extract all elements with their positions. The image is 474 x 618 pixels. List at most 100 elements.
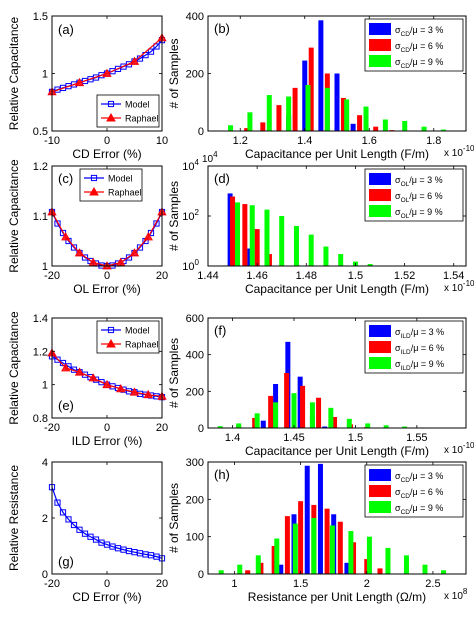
panel-label: (b): [214, 21, 230, 36]
bar: [300, 385, 306, 428]
bar: [351, 542, 357, 574]
bar: [291, 393, 297, 428]
y-tick-exponent: 2: [195, 208, 200, 217]
legend-label-subscript: CD: [401, 477, 411, 484]
x-tick-label: 2: [364, 578, 370, 590]
x-tick-label: 1: [231, 578, 237, 590]
bar: [366, 536, 372, 574]
bar: [421, 126, 427, 131]
data-point: [129, 56, 140, 65]
bar: [254, 229, 260, 266]
bar: [266, 95, 272, 131]
panel-a: -10 0 10 0.5 1 1.5 (a) CD Error (%) Relative Cap…: [7, 11, 168, 161]
y-tick-label: 1: [42, 69, 48, 81]
legend-marker: [106, 112, 116, 122]
legend-label-subscript: CD: [401, 31, 411, 38]
y-tick-exponent: 4: [195, 158, 200, 167]
x-tick-label: 1.2: [233, 135, 248, 147]
x-tick-label: 20: [156, 422, 168, 434]
x-tick-label: 1.5: [348, 432, 363, 444]
data-point: [61, 363, 71, 372]
data-point: [54, 356, 61, 363]
bar: [308, 47, 314, 131]
bar: [403, 555, 409, 574]
x-axis-label: Capacitance per Unit Length (F/m): [245, 444, 429, 458]
legend-box: [96, 320, 160, 354]
legend-label-subscript: ILD: [401, 333, 411, 340]
bar: [284, 373, 290, 428]
bar: [332, 417, 338, 428]
legend-label-subscript: OL: [401, 181, 410, 188]
data-point: [147, 48, 155, 55]
legend-label-subscript: ILD: [401, 349, 411, 356]
x-tick-label: 1.54: [443, 270, 464, 282]
legend-marker: [89, 186, 99, 196]
legend-label: Model: [108, 174, 133, 184]
y-tick-label: 0: [198, 423, 204, 435]
y-tick-label: 1: [42, 380, 48, 392]
y-tick-label: 2: [42, 513, 48, 525]
bar: [308, 234, 314, 266]
x-axis-label: Resistance per Unit Length (Ω/m): [248, 590, 426, 604]
x-tick-label: 1.46: [246, 270, 267, 282]
y-axis-label: Relative Resistance: [7, 465, 21, 571]
bar: [218, 570, 224, 574]
panel-label: (a): [58, 22, 74, 37]
bar: [292, 87, 298, 131]
x-axis-label: CD Error (%): [72, 590, 141, 604]
bar: [234, 202, 240, 266]
x-tick-label: 2.5: [425, 578, 440, 590]
data-point: [136, 244, 144, 251]
bar: [383, 425, 389, 428]
x-tick-label: 20: [156, 578, 168, 590]
legend-label-text: /μ = 6 %: [410, 41, 443, 51]
y-axis-label: # of Samples: [167, 338, 181, 408]
y-tick-label: 1.2: [33, 346, 48, 358]
bar: [329, 525, 335, 574]
y-tick-label: 400: [186, 11, 204, 23]
x-tick-label: -20: [44, 578, 60, 590]
legend-box: [96, 94, 160, 128]
plot-area: [52, 462, 162, 574]
bar: [298, 501, 304, 574]
data-point: [70, 521, 78, 529]
data-point: [74, 248, 85, 257]
y-tick-label: 1.2: [33, 161, 48, 173]
x-tick-label: 0: [104, 578, 110, 590]
legend-label: Raphael: [108, 188, 142, 198]
bar: [322, 426, 328, 428]
x-axis-label: Capacitance per Unit Length (F/m): [245, 282, 429, 296]
bar: [365, 423, 371, 428]
bar: [264, 209, 270, 266]
x-tick-label: 0: [104, 422, 110, 434]
bar: [268, 395, 274, 428]
legend-label-subscript: ILD: [401, 365, 411, 372]
legend-swatch: [369, 325, 391, 337]
data-point: [88, 373, 98, 382]
bar: [422, 564, 428, 574]
data-point: [81, 254, 89, 261]
bar: [346, 418, 352, 428]
bar: [228, 125, 234, 131]
legend-label-text: /μ = 3 %: [410, 471, 443, 481]
data-point: [143, 389, 153, 399]
bar: [260, 122, 266, 131]
bar: [350, 123, 356, 131]
bar: [338, 254, 344, 266]
data-point: [74, 77, 85, 87]
data-point: [116, 384, 126, 393]
bar: [344, 99, 350, 131]
bar: [305, 85, 311, 131]
y-tick-label: 300: [186, 457, 204, 469]
bar: [440, 129, 446, 131]
legend-label: Model: [125, 326, 150, 336]
panel-d: 1.44 1.46 1.48 1.5 1.52 1.54100102104(d)Capac…: [167, 150, 474, 296]
x-tick-label: -20: [44, 270, 60, 282]
x-multiplier: x 10-10: [444, 144, 474, 159]
legend-label-text: /μ = 9 %: [409, 207, 442, 217]
y-tick-label: 1.4: [33, 313, 48, 325]
y-axis-label: Relative Capacitance: [7, 311, 21, 425]
legend-swatch: [369, 205, 391, 217]
panel-h: 1 1.5 2 2.5 0 100 200 300 (h) Resistance per Unit…: [167, 457, 468, 604]
data-point: [129, 248, 140, 257]
